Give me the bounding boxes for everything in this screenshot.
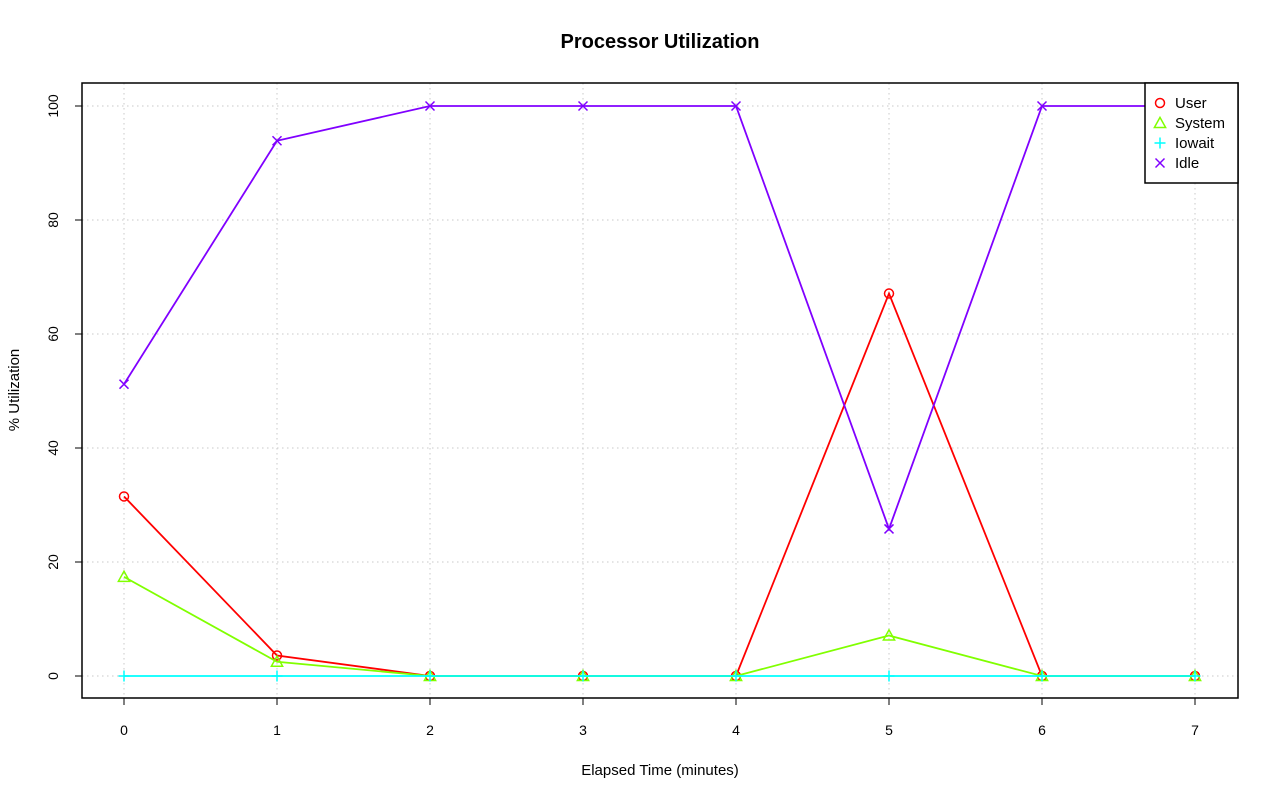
x-tick-label: 1 [273, 722, 281, 738]
data-point-user [883, 288, 895, 299]
series-iowait [118, 670, 1201, 682]
series-line-system [123, 576, 1195, 677]
data-point-user [118, 491, 130, 502]
legend-label-system: System [1175, 115, 1225, 132]
series-line-idle [123, 105, 1195, 532]
series-system [117, 569, 1202, 682]
legend-box [1144, 82, 1239, 184]
x-tick-label: 2 [426, 722, 434, 738]
y-tick-label: 40 [45, 440, 61, 456]
legend: User System Iowait Idle [1144, 82, 1239, 184]
x-axis: 0 1 2 3 4 5 6 7 [120, 697, 1199, 738]
x-tick-label: 3 [579, 722, 587, 738]
legend-marker-iowait [1154, 137, 1166, 149]
legend-label-idle: Idle [1175, 155, 1199, 172]
series-idle [118, 100, 1201, 534]
chart-title: Processor Utilization [561, 31, 760, 53]
data-point-iowait [424, 670, 436, 682]
data-point-system [117, 569, 131, 583]
y-axis-label: % Utilization [6, 349, 23, 432]
y-tick-label: 100 [45, 94, 61, 118]
data-point-idle [883, 523, 895, 534]
x-tick-label: 7 [1191, 722, 1199, 738]
legend-marker-system [1153, 115, 1167, 129]
data-point-idle [118, 379, 130, 390]
x-tick-label: 6 [1038, 722, 1046, 738]
y-tick-label: 60 [45, 326, 61, 342]
series-user [118, 288, 1201, 682]
x-tick-label: 4 [732, 722, 740, 738]
x-tick-label: 0 [120, 722, 128, 738]
data-point-iowait [118, 670, 130, 682]
data-point-iowait [1189, 670, 1201, 682]
data-point-idle [271, 135, 283, 146]
data-point-iowait [730, 670, 742, 682]
series-layer [117, 100, 1202, 682]
data-point-idle [577, 100, 589, 112]
data-point-idle [1036, 100, 1048, 112]
data-point-iowait [1036, 670, 1048, 682]
y-tick-label: 20 [45, 554, 61, 570]
data-point-iowait [271, 670, 283, 682]
legend-label-user: User [1175, 95, 1207, 112]
y-tick-label: 80 [45, 212, 61, 228]
data-point-iowait [883, 670, 895, 682]
x-tick-label: 5 [885, 722, 893, 738]
data-point-user [271, 650, 283, 661]
data-point-idle [424, 100, 436, 112]
y-axis: 0 20 40 60 80 100 [45, 94, 83, 680]
data-point-iowait [577, 670, 589, 682]
series-line-user [123, 291, 1195, 677]
legend-marker-idle [1154, 157, 1166, 169]
y-tick-label: 0 [45, 672, 61, 680]
x-axis-label: Elapsed Time (minutes) [581, 762, 739, 779]
data-point-idle [730, 100, 742, 112]
data-point-system [882, 628, 896, 641]
legend-marker-user [1154, 97, 1166, 109]
legend-label-iowait: Iowait [1175, 135, 1215, 152]
data-point-system [270, 654, 284, 667]
